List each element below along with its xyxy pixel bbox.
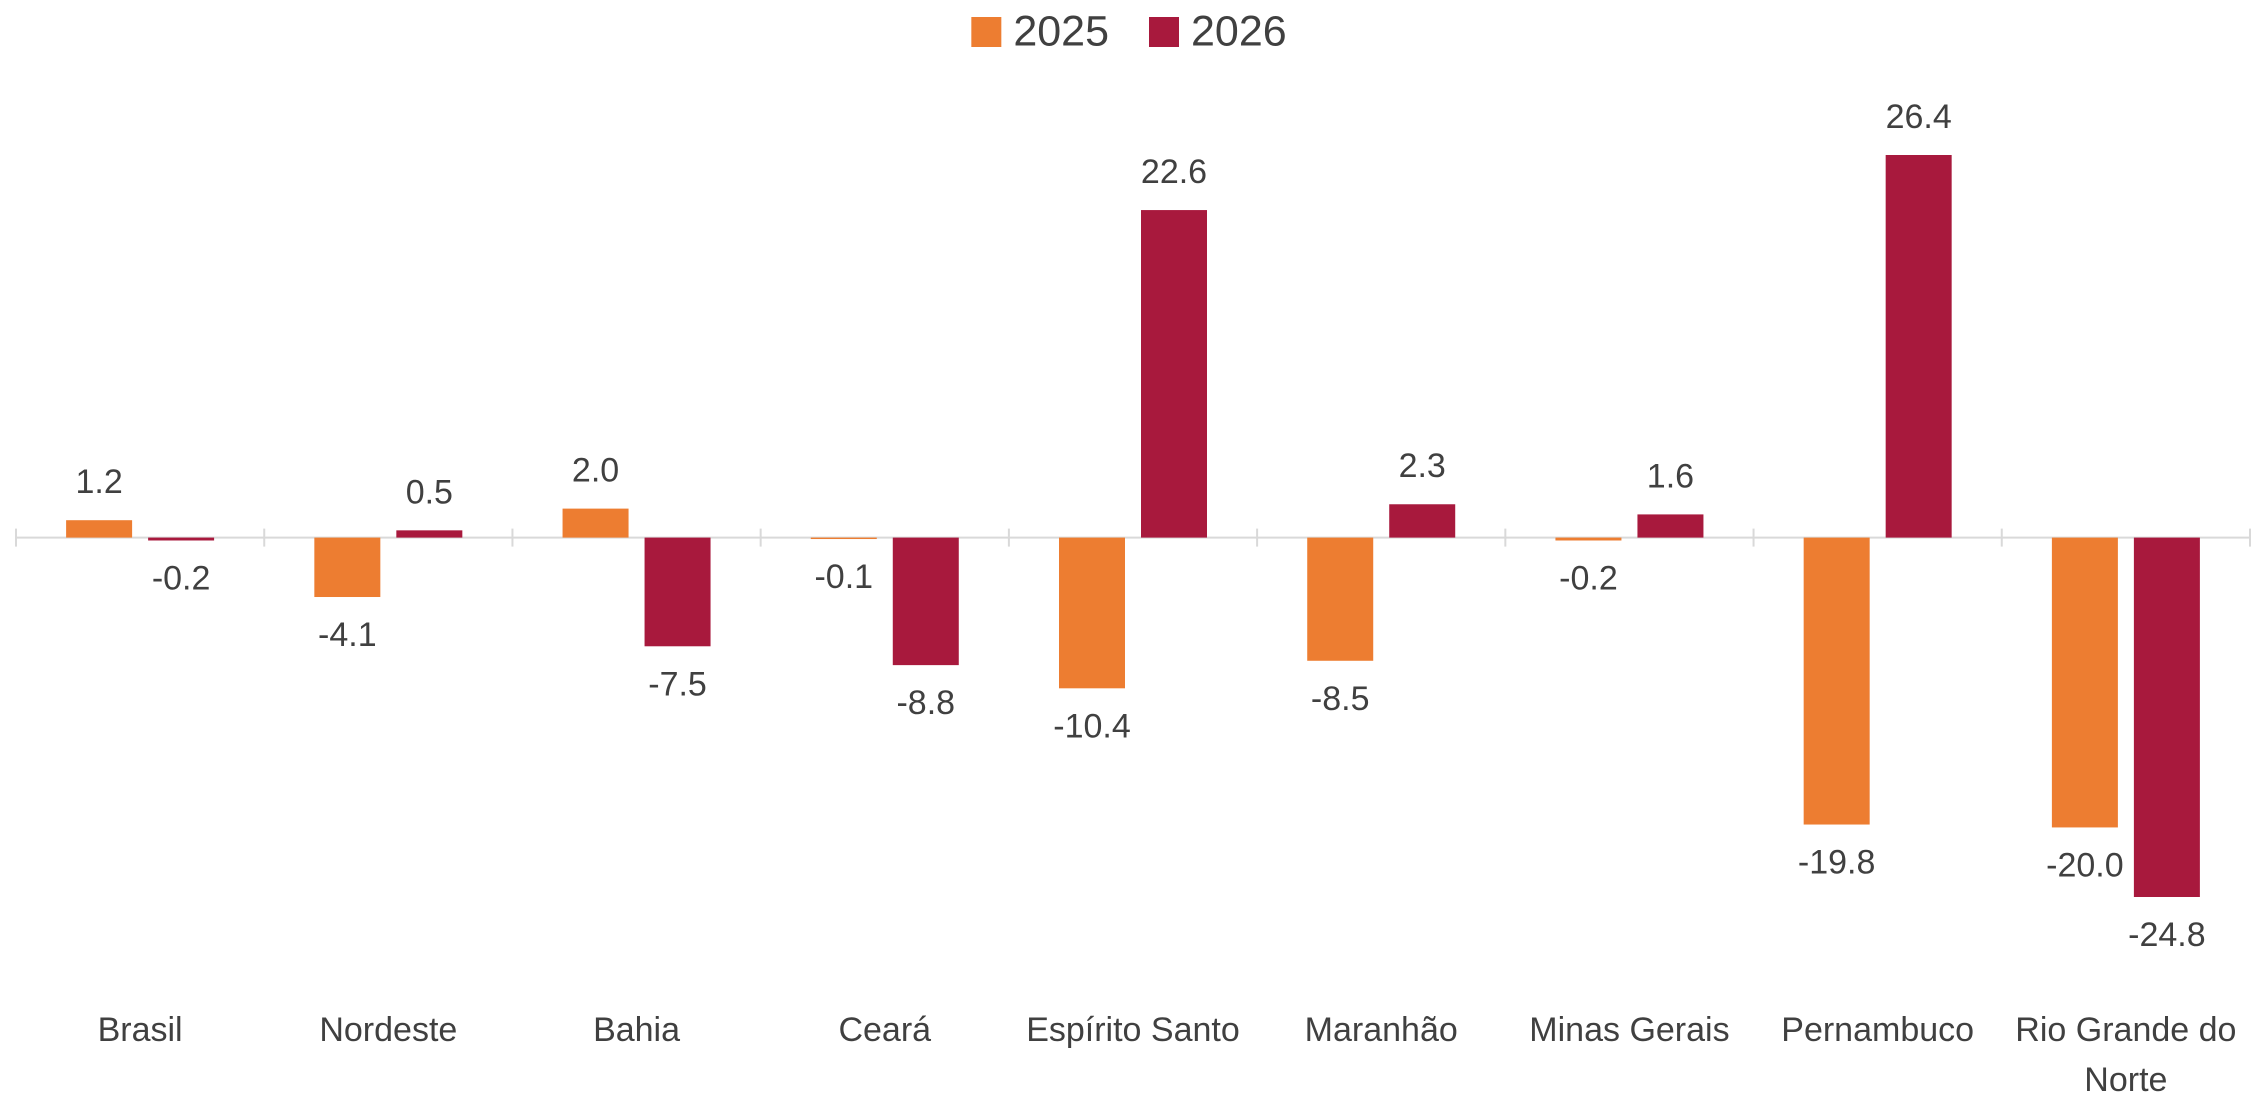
data-label: 2.0 (572, 452, 619, 490)
x-tick-label: Maranhão (1304, 1011, 1458, 1049)
x-tick-label: Rio Grande do Norte (2015, 1011, 2237, 1098)
bar (396, 530, 463, 538)
x-label-box: Ceará (838, 1011, 932, 1049)
bar (810, 537, 877, 540)
bar (1885, 155, 1952, 538)
bar (148, 537, 215, 541)
x-label-box: Nordeste (319, 1011, 458, 1049)
bar (66, 520, 133, 538)
data-label: -7.5 (648, 665, 707, 703)
data-label: 2.3 (1399, 447, 1446, 485)
data-label: 26.4 (1886, 98, 1952, 136)
data-label: -20.0 (2046, 846, 2124, 884)
data-label: -8.5 (1311, 680, 1370, 718)
bar (1389, 504, 1456, 538)
bar (1803, 537, 1870, 825)
x-tick-label: Bahia (593, 1011, 681, 1049)
x-tick-label: Minas Gerais (1529, 1011, 1730, 1049)
x-label-box: Minas Gerais (1529, 1011, 1730, 1049)
x-tick-label: Brasil (97, 1011, 183, 1049)
bar (644, 537, 711, 647)
bar (2051, 537, 2118, 828)
legend: 2025 2026 (971, 7, 1287, 55)
x-tick-label: Espírito Santo (1026, 1011, 1240, 1049)
bar (314, 537, 381, 598)
data-label: 0.5 (406, 473, 453, 511)
data-label: -0.1 (814, 558, 873, 596)
data-label: -0.2 (152, 559, 211, 597)
data-label: -4.1 (318, 616, 377, 654)
data-label: -24.8 (2128, 916, 2206, 954)
bar (2133, 537, 2200, 897)
data-label: -0.2 (1559, 559, 1618, 597)
x-label-box: Maranhão (1304, 1011, 1458, 1049)
data-label: -10.4 (1053, 707, 1131, 745)
bar (1307, 537, 1374, 661)
legend-swatch (971, 17, 1002, 47)
legend-swatch (1149, 17, 1179, 47)
x-tick-label: Pernambuco (1781, 1011, 1975, 1049)
data-label: -19.8 (1798, 844, 1876, 882)
bar (562, 508, 629, 538)
x-label-box: Bahia (593, 1011, 681, 1049)
bar (1555, 537, 1622, 541)
x-label-box: Rio Grande do Norte (2015, 1011, 2237, 1098)
data-label: -8.8 (896, 684, 955, 722)
x-tick-label: Nordeste (319, 1011, 458, 1049)
bar (892, 537, 959, 666)
data-label: 22.6 (1141, 153, 1207, 191)
x-label-box: Pernambuco (1781, 1011, 1975, 1049)
data-label: 1.2 (75, 463, 122, 501)
data-label: 1.6 (1647, 457, 1694, 495)
bar (1637, 514, 1704, 538)
bar (1059, 537, 1125, 689)
bar (1141, 210, 1207, 538)
x-tick-label: Ceará (838, 1011, 932, 1049)
x-label-box: Espírito Santo (1026, 1011, 1240, 1049)
x-label-box: Brasil (97, 1011, 183, 1049)
legend-label: 2026 (1191, 7, 1287, 55)
legend-label: 2025 (1013, 7, 1109, 55)
